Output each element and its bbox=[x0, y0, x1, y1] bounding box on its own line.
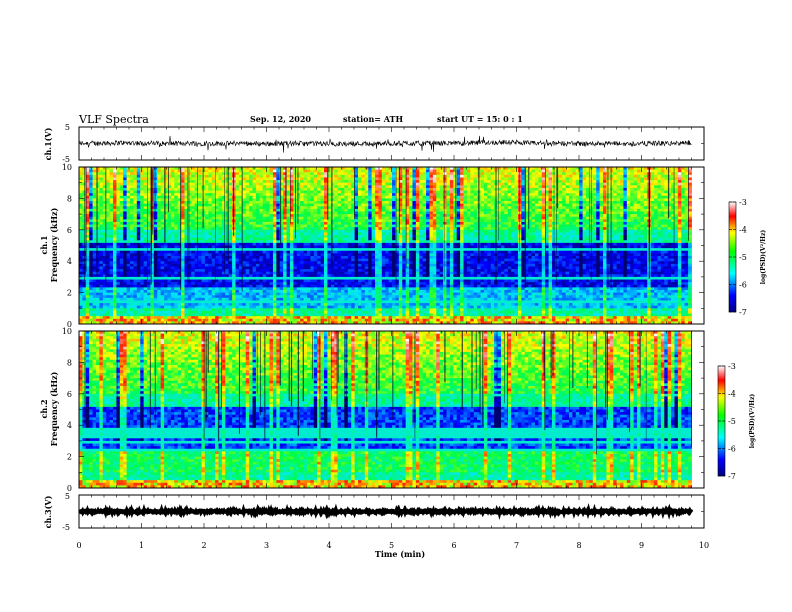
x-tick-label-1: 1 bbox=[139, 541, 144, 550]
ch1-colorbar-label: log(PSD)(V²/Hz) bbox=[760, 230, 767, 285]
x-tick-label-2: 2 bbox=[201, 541, 206, 550]
ch1-ytick-6: 6 bbox=[67, 226, 72, 235]
ch2-spectrogram-image bbox=[79, 331, 692, 489]
ch1-spectrogram-ticks bbox=[78, 166, 705, 325]
x-tick-label-4: 4 bbox=[326, 541, 331, 550]
ch2-cb-tick-m4: -4 bbox=[728, 390, 736, 399]
ch1-waveform-panel: 5 -5 ch.1(V) bbox=[43, 123, 705, 164]
ch2-spectrogram-ticks bbox=[78, 330, 705, 489]
x-tick-label-5: 5 bbox=[389, 541, 394, 550]
ch1-ytick-top: 5 bbox=[65, 123, 70, 132]
ch1-cb-tick-m4: -4 bbox=[739, 226, 747, 235]
ch1-ytick-8: 8 bbox=[67, 194, 72, 203]
ch1-ytick-2: 2 bbox=[67, 289, 72, 298]
ch2-spectrogram-ylabel-frequency: Frequency (kHz) bbox=[49, 371, 59, 446]
ch1-cb-tick-m5: -5 bbox=[739, 253, 747, 262]
ch1-cb-tick-m3: -3 bbox=[739, 198, 747, 207]
ch2-cb-tick-m5: -5 bbox=[728, 417, 736, 426]
ch1-spectrogram-panel: 0 2 4 6 8 10 ch.1 Frequency (kHz) bbox=[39, 163, 705, 329]
ch1-cb-tick-m6: -6 bbox=[739, 281, 747, 290]
ch2-cb-tick-m7: -7 bbox=[728, 472, 736, 481]
ch2-ytick-0: 0 bbox=[67, 484, 72, 493]
x-tick-label-10: 10 bbox=[699, 541, 709, 550]
ch2-ytick-8: 8 bbox=[67, 358, 72, 367]
ch1-ytick-4: 4 bbox=[67, 257, 72, 266]
ch2-cb-tick-m6: -6 bbox=[728, 445, 736, 454]
ch3-waveform-ticks bbox=[78, 494, 705, 529]
station-label: station= ATH bbox=[343, 114, 403, 124]
x-axis-label: Time (min) bbox=[375, 549, 425, 559]
figure-title: VLF Spectra bbox=[78, 113, 149, 126]
ch2-ytick-2: 2 bbox=[67, 453, 72, 462]
start-time-label: start UT = 15: 0 : 1 bbox=[437, 114, 523, 124]
ch2-colorbar: -3 -4 -5 -6 -7 log(PSD)(V²/Hz) bbox=[717, 362, 756, 481]
ch1-spectrogram-image bbox=[79, 167, 692, 325]
ch2-colorbar-label: log(PSD)(V²/Hz) bbox=[749, 394, 756, 449]
x-tick-label-0: 0 bbox=[76, 541, 81, 550]
x-tick-label-9: 9 bbox=[639, 541, 644, 550]
ch1-cb-tick-m7: -7 bbox=[739, 308, 747, 317]
date-label: Sep. 12, 2020 bbox=[250, 114, 311, 124]
x-tick-label-3: 3 bbox=[264, 541, 269, 550]
ch2-spectrogram-panel: 0 2 4 6 8 10 ch.2 Frequency (kHz) bbox=[39, 327, 705, 493]
ch2-colorbar-ticks bbox=[718, 365, 725, 477]
ch1-colorbar-ticks bbox=[729, 201, 736, 313]
ch2-ytick-6: 6 bbox=[67, 390, 72, 399]
ch2-ytick-4: 4 bbox=[67, 421, 72, 430]
ch3-waveform-line bbox=[78, 503, 694, 520]
ch1-waveform-ticks bbox=[78, 126, 705, 161]
ch3-waveform-ylabel: ch.3(V) bbox=[43, 495, 53, 528]
ch1-ytick-0: 0 bbox=[67, 320, 72, 329]
ch1-waveform-line bbox=[78, 135, 692, 153]
ch3-ytick-bottom: -5 bbox=[62, 523, 70, 532]
ch1-spectrogram-ylabel-frequency: Frequency (kHz) bbox=[49, 207, 59, 282]
ch2-spectrogram-ylabel-channel: ch.2 bbox=[39, 399, 49, 418]
ch1-waveform-ylabel: ch.1(V) bbox=[43, 127, 53, 160]
x-tick-label-8: 8 bbox=[576, 541, 581, 550]
ch3-waveform-panel: 5 -5 ch.3(V) bbox=[43, 492, 705, 532]
x-tick-label-7: 7 bbox=[514, 541, 519, 550]
ch1-ytick-10: 10 bbox=[62, 163, 72, 172]
x-axis-tick-labels: 0 1 2 3 4 5 6 7 8 9 10 bbox=[76, 541, 709, 550]
ch1-ytick-bottom: -5 bbox=[62, 155, 70, 164]
ch1-spectrogram-ylabel-channel: ch.1 bbox=[39, 235, 49, 254]
ch3-ytick-top: 5 bbox=[65, 492, 70, 501]
ch2-cb-tick-m3: -3 bbox=[728, 362, 736, 371]
x-tick-label-6: 6 bbox=[451, 541, 456, 550]
ch2-ytick-10: 10 bbox=[62, 327, 72, 336]
ch1-colorbar: -3 -4 -5 -6 -7 log(PSD)(V²/Hz) bbox=[728, 198, 767, 317]
